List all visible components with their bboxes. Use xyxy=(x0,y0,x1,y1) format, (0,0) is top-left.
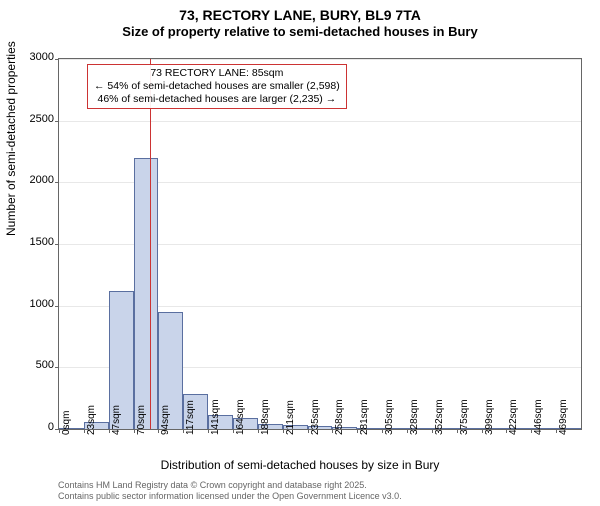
annotation-line2: ← 54% of semi-detached houses are smalle… xyxy=(94,80,340,93)
x-axis-label: Distribution of semi-detached houses by … xyxy=(0,458,600,472)
x-tick xyxy=(407,429,408,433)
reference-line xyxy=(150,59,151,429)
y-tick-label: 2500 xyxy=(14,113,54,125)
x-tick-label: 141sqm xyxy=(210,399,221,435)
x-tick-label: 258sqm xyxy=(334,399,345,435)
annotation-line3: 46% of semi-detached houses are larger (… xyxy=(94,93,340,106)
x-tick-label: 352sqm xyxy=(434,399,445,435)
y-gridline xyxy=(59,59,581,60)
plot-area: 73 RECTORY LANE: 85sqm← 54% of semi-deta… xyxy=(58,58,582,430)
x-tick-label: 47sqm xyxy=(111,405,122,435)
y-tick-label: 1500 xyxy=(14,236,54,248)
x-tick-label: 281sqm xyxy=(359,399,370,435)
x-tick xyxy=(84,429,85,433)
x-tick-label: 375sqm xyxy=(459,399,470,435)
y-tick-label: 2000 xyxy=(14,174,54,186)
x-tick-label: 422sqm xyxy=(508,399,519,435)
histogram-bar xyxy=(134,158,159,429)
x-tick xyxy=(134,429,135,433)
footer-line1: Contains HM Land Registry data © Crown c… xyxy=(58,480,402,491)
x-tick xyxy=(556,429,557,433)
footer-line2: Contains public sector information licen… xyxy=(58,491,402,502)
x-tick-label: 469sqm xyxy=(558,399,569,435)
x-tick-label: 70sqm xyxy=(136,405,147,435)
x-tick xyxy=(109,429,110,433)
x-tick-label: 446sqm xyxy=(533,399,544,435)
chart-title-line2: Size of property relative to semi-detach… xyxy=(0,24,600,39)
y-gridline xyxy=(59,121,581,122)
x-tick xyxy=(283,429,284,433)
y-tick-label: 3000 xyxy=(14,51,54,63)
y-axis-label: Number of semi-detached properties xyxy=(4,41,18,236)
x-tick xyxy=(308,429,309,433)
x-tick xyxy=(208,429,209,433)
footer-attribution: Contains HM Land Registry data © Crown c… xyxy=(58,480,402,502)
x-tick-label: 211sqm xyxy=(285,400,296,435)
x-tick-label: 399sqm xyxy=(484,399,495,435)
x-tick xyxy=(432,429,433,433)
x-tick xyxy=(382,429,383,433)
x-tick-label: 328sqm xyxy=(409,399,420,435)
x-tick-label: 164sqm xyxy=(235,399,246,435)
x-tick xyxy=(233,429,234,433)
chart-title-line1: 73, RECTORY LANE, BURY, BL9 7TA xyxy=(0,6,600,24)
x-tick-label: 23sqm xyxy=(86,405,97,435)
x-tick-label: 305sqm xyxy=(384,399,395,435)
chart-container: 73, RECTORY LANE, BURY, BL9 7TA Size of … xyxy=(0,6,600,506)
x-tick-label: 188sqm xyxy=(260,399,271,435)
x-tick xyxy=(457,429,458,433)
y-tick-label: 1000 xyxy=(14,298,54,310)
x-tick-label: 235sqm xyxy=(310,399,321,435)
x-tick-label: 0sqm xyxy=(61,411,72,435)
x-tick-label: 117sqm xyxy=(185,400,196,435)
y-tick-label: 500 xyxy=(14,359,54,371)
x-tick xyxy=(59,429,60,433)
x-tick xyxy=(482,429,483,433)
y-tick-label: 0 xyxy=(14,421,54,433)
annotation-box: 73 RECTORY LANE: 85sqm← 54% of semi-deta… xyxy=(87,64,347,109)
x-tick-label: 94sqm xyxy=(160,405,171,435)
x-tick xyxy=(258,429,259,433)
annotation-line1: 73 RECTORY LANE: 85sqm xyxy=(94,67,340,80)
